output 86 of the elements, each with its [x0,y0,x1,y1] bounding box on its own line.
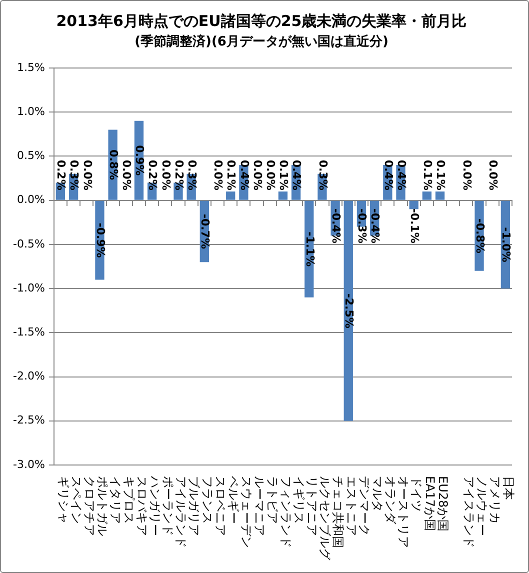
y-tick-label: 0.0% [16,193,45,206]
data-label: 0.3% [68,160,81,190]
bar [435,192,445,200]
data-label: -2.5% [342,293,356,328]
data-label: 0.0% [80,160,94,190]
data-label: 0.0% [264,160,278,190]
x-tick-label: マルタ [370,476,384,512]
y-tick-label: 1.5% [16,60,45,74]
x-tick-label: EA17か国 [422,476,437,532]
data-label: 0.4% [382,160,395,190]
x-tick-label: デンマーク [357,476,372,536]
x-tick-label: ルクセンブルグ [318,476,332,561]
data-label: -0.4% [368,208,382,244]
x-tick-label: アイスランド [462,476,476,548]
data-label: -0.3% [356,208,369,244]
bar [422,192,432,200]
y-tick-label: -2.0% [12,370,45,383]
data-label: 0.0% [486,160,500,190]
data-label: 0.0% [212,160,225,190]
x-tick-label: スロベニア [213,476,228,536]
y-tick-label: -0.5% [12,237,45,250]
data-label: -0.4% [329,208,342,244]
x-tick-label: フィンランド [278,476,293,548]
data-label: 0.0% [250,160,264,190]
data-label: 0.9% [133,145,146,176]
x-tick-label: キプロス [122,476,136,524]
x-tick-label: ギリシャ [56,476,70,524]
x-tick-label: ノルウェー [475,476,490,536]
x-tick-label: ポーランド [161,476,176,536]
data-label: 0.8% [106,150,120,180]
x-tick-label: オーストリア [396,476,411,548]
data-label: -0.7% [198,214,212,249]
bar [409,200,418,210]
x-tick-label: リトアニア [305,476,320,536]
bar [278,192,288,200]
x-tick-label: アメリカ [488,476,502,524]
x-tick-label: チェコ共和国 [331,476,346,548]
x-tick-label: イタリア [108,476,123,524]
x-tick-label: ポルトガル [96,476,110,536]
data-label: -1.1% [303,232,316,267]
x-tick-label: ブルガリア [187,476,202,536]
y-tick-label: 1.0% [16,104,45,118]
y-tick-label: 0.5% [16,149,45,162]
x-tick-label: スウェーデン [240,476,254,548]
y-tick-label: -3.0% [12,458,45,471]
chart-title: 2013年6月時点でのEU諸国等の25歳未満の失業率・前月比 [56,12,467,30]
data-label: 0.0% [159,160,172,190]
x-tick-label: ハンガリー [148,475,162,536]
data-label: 0.4% [394,160,408,190]
data-label: 0.4% [290,160,304,190]
bar [226,192,236,200]
data-label: 0.3% [316,160,330,190]
x-tick-label: オランダ [384,476,398,525]
data-label: -0.1% [408,208,421,244]
x-tick-label: 日本 [501,476,516,500]
x-tick-label: EU28か国 [436,476,450,532]
y-tick-label: -1.5% [12,326,45,339]
y-tick-label: -2.5% [12,414,45,427]
data-label: -0.8% [473,218,486,254]
data-label: 0.1% [224,160,238,190]
data-label: 0.2% [146,160,160,190]
x-tick-label: ルーマニア [252,476,267,536]
x-tick-label: クロアチア [82,476,97,536]
x-tick-label: フランス [200,476,214,524]
data-label: 0.1% [277,160,290,190]
x-tick-label: ラトビア [266,476,280,524]
x-tick-label: ドイツ [410,476,424,512]
data-label: -1.0% [500,227,513,262]
x-tick-label: スロバキア [134,476,149,536]
data-label: -0.9% [94,222,107,258]
data-label: 0.4% [238,160,251,190]
x-tick-label: ベルギー [226,476,240,524]
chart-subtitle: (季節調整済)(6月データが無い国は直近分) [134,33,388,50]
x-tick-label: スペイン [69,476,84,524]
data-label: 0.2% [54,160,68,190]
bar [344,200,353,421]
y-tick-label: -1.0% [12,281,45,294]
data-label: 0.0% [460,160,474,190]
x-tick-label: アイルランド [174,476,188,548]
data-label: 0.0% [120,160,134,190]
data-label: 0.1% [434,160,448,190]
x-tick-label: イギリス [292,476,306,524]
x-tick-label: エストニア [344,476,358,536]
data-label: 0.2% [172,160,186,190]
data-label: 0.1% [421,160,434,190]
data-label: 0.3% [185,160,198,190]
